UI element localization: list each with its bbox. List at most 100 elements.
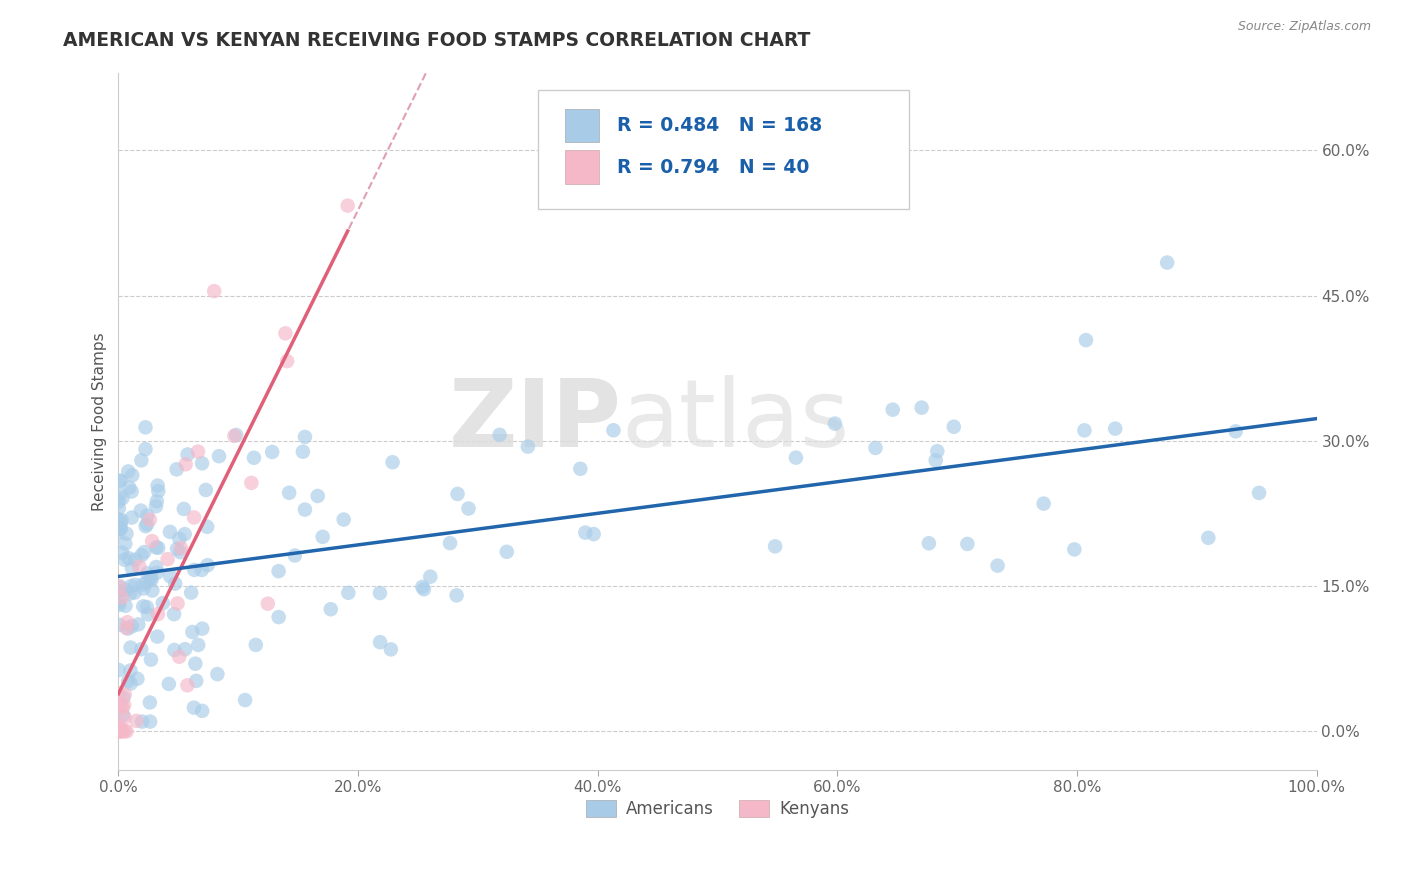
Point bbox=[262, 445, 284, 459]
Point bbox=[139, 714, 162, 729]
Point bbox=[139, 696, 162, 710]
Point bbox=[112, 690, 135, 705]
Point bbox=[602, 423, 624, 437]
Point bbox=[276, 354, 298, 368]
Point bbox=[131, 453, 153, 467]
Point bbox=[176, 448, 198, 462]
Point bbox=[117, 551, 139, 566]
Point bbox=[107, 724, 129, 739]
Point bbox=[108, 474, 131, 488]
Point bbox=[181, 625, 204, 640]
Point bbox=[207, 667, 229, 681]
Point bbox=[152, 596, 174, 610]
Point bbox=[319, 602, 342, 616]
Point bbox=[118, 586, 141, 600]
Point bbox=[110, 698, 132, 712]
Point bbox=[108, 488, 131, 502]
Point bbox=[115, 526, 138, 541]
Point bbox=[191, 704, 214, 718]
Point bbox=[1247, 486, 1270, 500]
Point bbox=[146, 494, 169, 508]
Point bbox=[110, 522, 132, 536]
Point bbox=[1156, 255, 1178, 269]
Point bbox=[173, 502, 195, 516]
Point bbox=[131, 642, 153, 657]
Point bbox=[107, 512, 129, 526]
Point bbox=[128, 559, 150, 574]
Point bbox=[882, 402, 904, 417]
Point bbox=[114, 536, 136, 550]
Point bbox=[942, 419, 965, 434]
Point bbox=[332, 512, 354, 526]
FancyBboxPatch shape bbox=[537, 90, 910, 209]
Point bbox=[108, 722, 131, 736]
Text: atlas: atlas bbox=[621, 376, 849, 467]
Point bbox=[132, 582, 155, 596]
Point bbox=[180, 585, 202, 599]
Point bbox=[186, 673, 208, 688]
Y-axis label: Receiving Food Stamps: Receiving Food Stamps bbox=[93, 332, 107, 511]
Point bbox=[446, 588, 468, 602]
Point bbox=[121, 468, 143, 483]
Point bbox=[439, 536, 461, 550]
Point bbox=[446, 487, 468, 501]
Point bbox=[307, 489, 329, 503]
Point bbox=[120, 664, 142, 678]
Point bbox=[117, 615, 139, 630]
Text: R = 0.484   N = 168: R = 0.484 N = 168 bbox=[617, 116, 823, 135]
Point bbox=[108, 724, 131, 739]
Point bbox=[240, 475, 263, 490]
Point bbox=[111, 546, 134, 560]
Point bbox=[120, 640, 142, 655]
Point bbox=[380, 642, 402, 657]
Point bbox=[159, 524, 181, 539]
Point bbox=[191, 563, 214, 577]
Point bbox=[156, 552, 179, 566]
Point bbox=[108, 501, 131, 516]
Point bbox=[368, 635, 391, 649]
Point bbox=[115, 621, 138, 635]
Point bbox=[987, 558, 1010, 573]
Point bbox=[381, 455, 404, 469]
Point bbox=[148, 484, 170, 499]
Point bbox=[291, 444, 314, 458]
Point bbox=[284, 549, 307, 563]
Point bbox=[114, 710, 136, 724]
Point bbox=[294, 502, 316, 516]
Point bbox=[107, 686, 129, 700]
Point bbox=[114, 687, 136, 701]
Point bbox=[135, 599, 157, 614]
Point bbox=[124, 552, 146, 566]
Point bbox=[146, 478, 169, 492]
Point bbox=[115, 582, 138, 597]
Point bbox=[336, 199, 359, 213]
Point bbox=[120, 676, 142, 690]
Point bbox=[457, 501, 479, 516]
Point bbox=[107, 663, 129, 677]
Point bbox=[165, 576, 187, 591]
Point bbox=[927, 444, 949, 458]
Point bbox=[120, 579, 142, 593]
Text: ZIP: ZIP bbox=[449, 376, 621, 467]
Point bbox=[337, 586, 360, 600]
Point bbox=[107, 595, 129, 609]
Point bbox=[111, 724, 134, 739]
Point bbox=[170, 541, 193, 555]
Point bbox=[127, 672, 149, 686]
Point bbox=[1073, 423, 1095, 437]
Point bbox=[114, 724, 136, 739]
Point bbox=[136, 566, 159, 581]
Point bbox=[233, 693, 256, 707]
Point bbox=[108, 579, 131, 593]
Point bbox=[131, 714, 153, 729]
Point bbox=[243, 450, 266, 465]
Point bbox=[183, 700, 205, 714]
Point bbox=[115, 724, 138, 739]
Point bbox=[159, 569, 181, 583]
Point bbox=[125, 714, 148, 728]
Point bbox=[121, 484, 143, 499]
Point bbox=[174, 642, 197, 657]
Point bbox=[108, 580, 131, 594]
Point bbox=[224, 429, 246, 443]
Point bbox=[582, 527, 605, 541]
